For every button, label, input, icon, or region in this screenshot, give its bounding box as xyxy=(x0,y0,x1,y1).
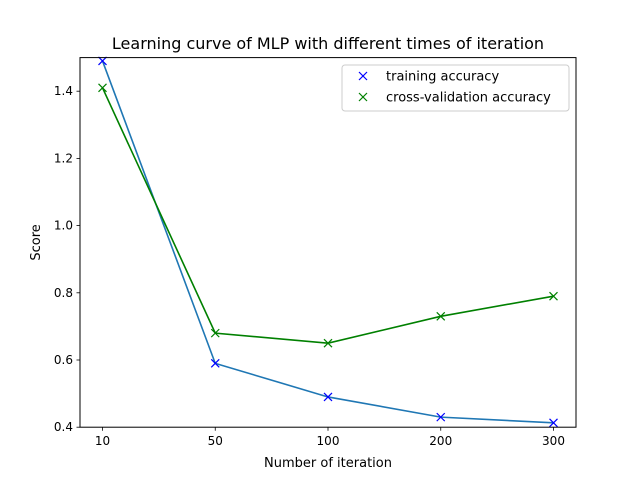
plot-frame xyxy=(80,58,576,428)
cross-validation-accuracy-line xyxy=(103,88,554,343)
y-tick-label: 0.8 xyxy=(54,286,73,300)
legend-label-training-accuracy: training accuracy xyxy=(386,70,499,85)
legend-label-cross-validation-accuracy: cross-validation accuracy xyxy=(386,91,551,106)
x-tick-label: 200 xyxy=(429,434,452,448)
chart-title: Learning curve of MLP with different tim… xyxy=(112,34,544,53)
y-tick-label: 0.4 xyxy=(54,420,73,434)
x-tick-label: 50 xyxy=(208,434,223,448)
cross-validation-accuracy-point xyxy=(99,84,107,92)
y-tick-label: 1.2 xyxy=(54,151,73,165)
y-axis-ticks: 0.4 0.6 0.8 1.0 1.2 1.4 xyxy=(54,84,80,434)
plot-lines xyxy=(103,61,554,423)
x-tick-label: 300 xyxy=(542,434,565,448)
legend: training accuracy cross-validation accura… xyxy=(342,65,569,111)
x-tick-label: 100 xyxy=(317,434,340,448)
training-accuracy-line xyxy=(103,61,554,423)
y-tick-label: 1.0 xyxy=(54,219,73,233)
y-axis-label: Score xyxy=(29,224,44,260)
x-tick-label: 10 xyxy=(95,434,110,448)
training-accuracy-point xyxy=(99,57,107,65)
plot-markers xyxy=(99,57,558,427)
x-axis-label: Number of iteration xyxy=(264,456,392,471)
y-tick-label: 0.6 xyxy=(54,353,73,367)
x-axis-ticks: 10 50 100 200 300 xyxy=(95,427,565,448)
y-tick-label: 1.4 xyxy=(54,84,73,98)
